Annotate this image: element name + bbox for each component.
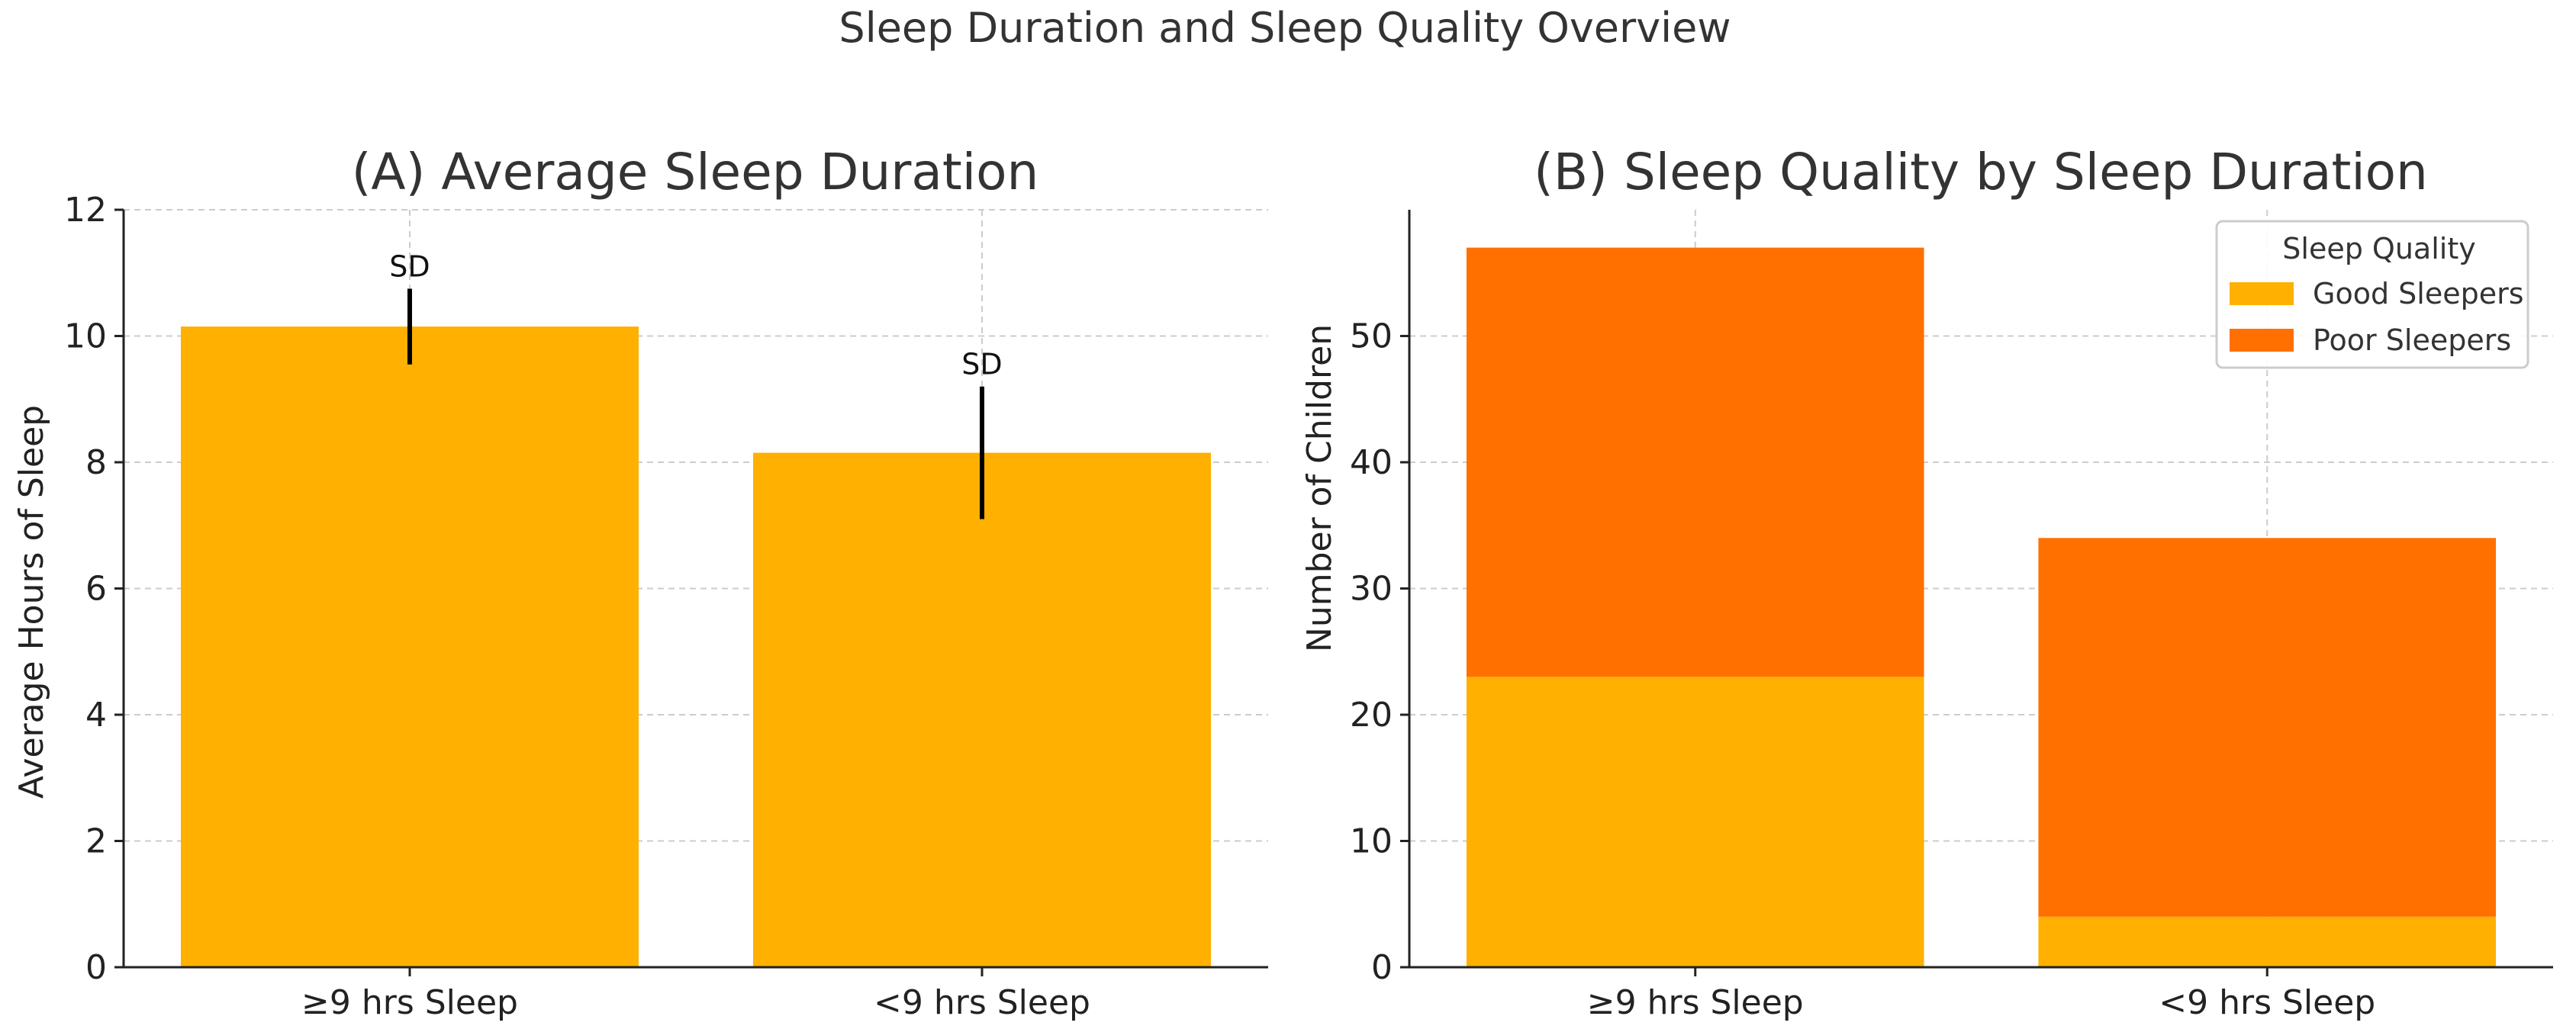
legend-label-good-sleepers: Good Sleepers xyxy=(2313,277,2524,310)
panel-a-x-ticks: ≥9 hrs Sleep <9 hrs Sleep xyxy=(301,967,1090,1022)
panel-a-error-label-lt9-hrs-sleep: SD xyxy=(961,348,1002,381)
panel-a-title: (A) Average Sleep Duration xyxy=(352,143,1039,201)
panel-b-y-tick-label: 0 xyxy=(1371,948,1393,987)
legend-box xyxy=(2215,220,2529,369)
legend-swatch-poor-sleepers xyxy=(2230,329,2294,352)
panel-a-y-tick-label: 8 xyxy=(85,443,107,482)
panel-a-y-tick-label: 6 xyxy=(85,570,107,609)
panel-a-bar-ge9-hrs-sleep xyxy=(181,326,639,967)
legend-label-poor-sleepers: Poor Sleepers xyxy=(2313,323,2511,357)
panel-a-y-tick-label: 10 xyxy=(64,317,107,356)
panel-b-y-tick-label: 40 xyxy=(1350,443,1393,482)
panel-a-bars xyxy=(181,326,1211,967)
panel-b-chart: (B) Sleep Quality by Sleep Duration Numb… xyxy=(1300,143,2553,1022)
panel-b-y-tick-label: 20 xyxy=(1350,696,1393,735)
legend-title: Sleep Quality xyxy=(2282,232,2475,265)
panel-b-bar-poor-sleepers-lt9-hrs-sleep xyxy=(2038,538,2497,917)
panel-b-y-tick-label: 10 xyxy=(1350,822,1393,861)
panel-a-error-bars: SD SD xyxy=(389,249,1003,519)
figure-title: Sleep Duration and Sleep Quality Overvie… xyxy=(839,4,1731,52)
panel-b-bar-good-sleepers-lt9-hrs-sleep xyxy=(2038,916,2497,967)
legend-swatch-good-sleepers xyxy=(2230,282,2294,305)
legend: Sleep Quality Good Sleepers Poor Sleeper… xyxy=(2215,220,2529,369)
panel-a-x-tick-label-ge9-hrs-sleep: ≥9 hrs Sleep xyxy=(301,983,518,1022)
panel-a-error-label-ge9-hrs-sleep: SD xyxy=(389,249,430,283)
panel-b-x-tick-label-lt9-hrs-sleep: <9 hrs Sleep xyxy=(2159,983,2375,1022)
panel-a-y-axis-label: Average Hours of Sleep xyxy=(12,405,51,799)
panel-b-y-tick-label: 30 xyxy=(1350,570,1393,609)
panel-a-y-tick-label: 12 xyxy=(64,191,107,230)
panel-b-x-tick-label-ge9-hrs-sleep: ≥9 hrs Sleep xyxy=(1587,983,1804,1022)
panel-a-bar-lt9-hrs-sleep xyxy=(753,452,1211,967)
panel-a-x-tick-label-lt9-hrs-sleep: <9 hrs Sleep xyxy=(874,983,1090,1022)
panel-a-y-tick-label: 4 xyxy=(85,696,107,735)
panel-b-title: (B) Sleep Quality by Sleep Duration xyxy=(1534,143,2428,201)
panel-a-y-tick-label: 0 xyxy=(85,948,107,987)
panel-b-y-ticks: 0 10 20 30 40 50 xyxy=(1350,317,1409,987)
panel-b-x-ticks: ≥9 hrs Sleep <9 hrs Sleep xyxy=(1587,967,2375,1022)
panel-a-chart: (A) Average Sleep Duration Average Hours… xyxy=(12,143,1268,1022)
panel-a-y-tick-label: 2 xyxy=(85,822,107,861)
panel-b-bars xyxy=(1466,247,2497,967)
panel-b-y-tick-label: 50 xyxy=(1350,317,1393,356)
panel-b-y-axis-label: Number of Children xyxy=(1300,324,1339,652)
panel-a-y-ticks: 0 2 4 6 8 10 12 xyxy=(64,191,124,987)
panel-b-bar-good-sleepers-ge9-hrs-sleep xyxy=(1466,677,1924,967)
panel-b-bar-poor-sleepers-ge9-hrs-sleep xyxy=(1466,247,1924,677)
